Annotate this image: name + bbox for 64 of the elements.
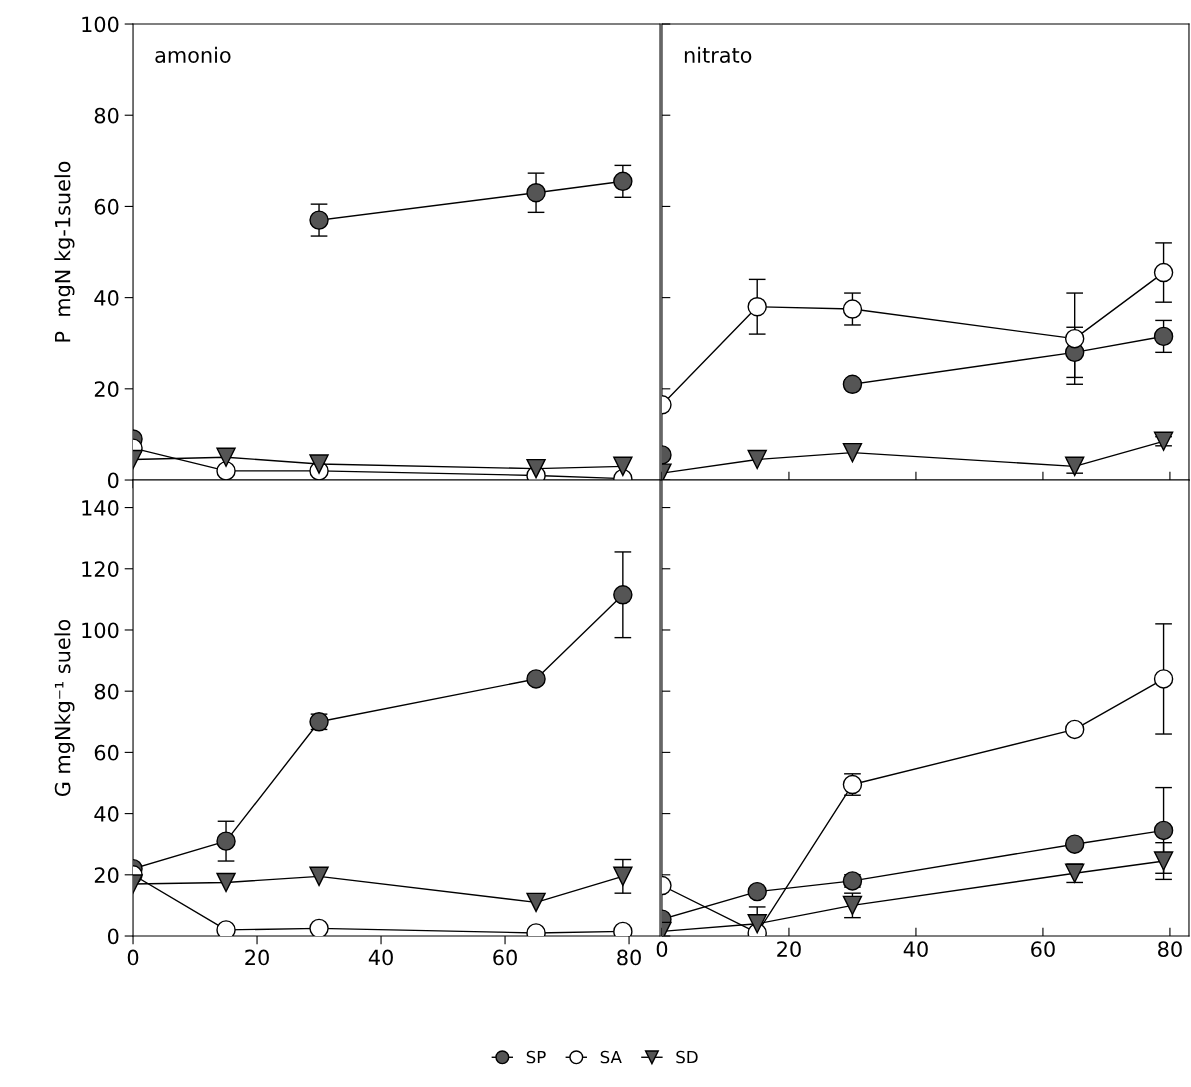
y-axis-title: P mgN kg-1suelo [54,161,75,342]
point [216,872,236,893]
point [526,892,546,913]
point [216,831,236,851]
point [309,210,329,230]
y-tick-label: 40 [94,290,119,306]
point [216,447,236,467]
y-tick-label: 60 [94,198,119,215]
point [1153,262,1174,283]
point [1064,834,1085,854]
x-tick-label: 40 [368,949,393,966]
x-tick-label: 60 [493,949,517,966]
point [526,669,546,689]
point [309,918,329,937]
point [526,183,546,203]
y-tick-label: 140 [82,500,119,516]
x-tick-label: 80 [1158,941,1182,957]
legend-label: SA [600,1050,622,1064]
point [1153,669,1174,689]
point [1153,326,1174,347]
point [613,171,633,192]
y-tick-label: 100 [82,16,119,33]
point [842,442,863,463]
x-tick-label: 0 [127,949,139,966]
point [1064,719,1085,740]
point [216,461,236,481]
y-tick-label: 80 [94,107,119,124]
point [1153,851,1174,871]
y-tick-label: 80 [94,683,119,700]
x-tick-label: 20 [245,949,269,966]
point [842,299,863,319]
x-tick-label: 0 [656,941,668,957]
point [747,914,767,934]
y-tick-label: 100 [82,622,119,639]
point [747,297,767,317]
x-tick-label: 40 [903,941,928,957]
point [613,866,633,887]
y-tick-label: 20 [94,867,119,884]
y-tick-label: 60 [94,744,119,761]
y-tick-label: 0 [107,472,119,489]
point [613,456,633,477]
point [216,920,236,937]
y-tick-label: 120 [82,561,119,577]
y-tick-label: 20 [94,381,119,398]
legend-label: SP [526,1050,546,1064]
point [747,881,767,902]
y-axis-title: G mgNkg⁻¹ suelo [54,619,75,797]
x-tick-label: 80 [617,949,641,966]
point [309,866,329,887]
point [526,458,546,479]
x-tick-label: 60 [1031,941,1055,957]
x-tick-label: 20 [777,941,801,957]
point [842,374,863,394]
point [613,585,633,605]
legend-label: SD [676,1050,698,1064]
point [1153,431,1174,451]
point [1064,328,1085,349]
y-tick-label: 0 [107,928,119,945]
y-tick-label: 40 [94,806,119,822]
point [309,454,329,474]
annotation: nitrato [684,46,752,63]
point [747,449,767,470]
annotation: amonio [155,46,231,63]
point [1153,820,1174,841]
